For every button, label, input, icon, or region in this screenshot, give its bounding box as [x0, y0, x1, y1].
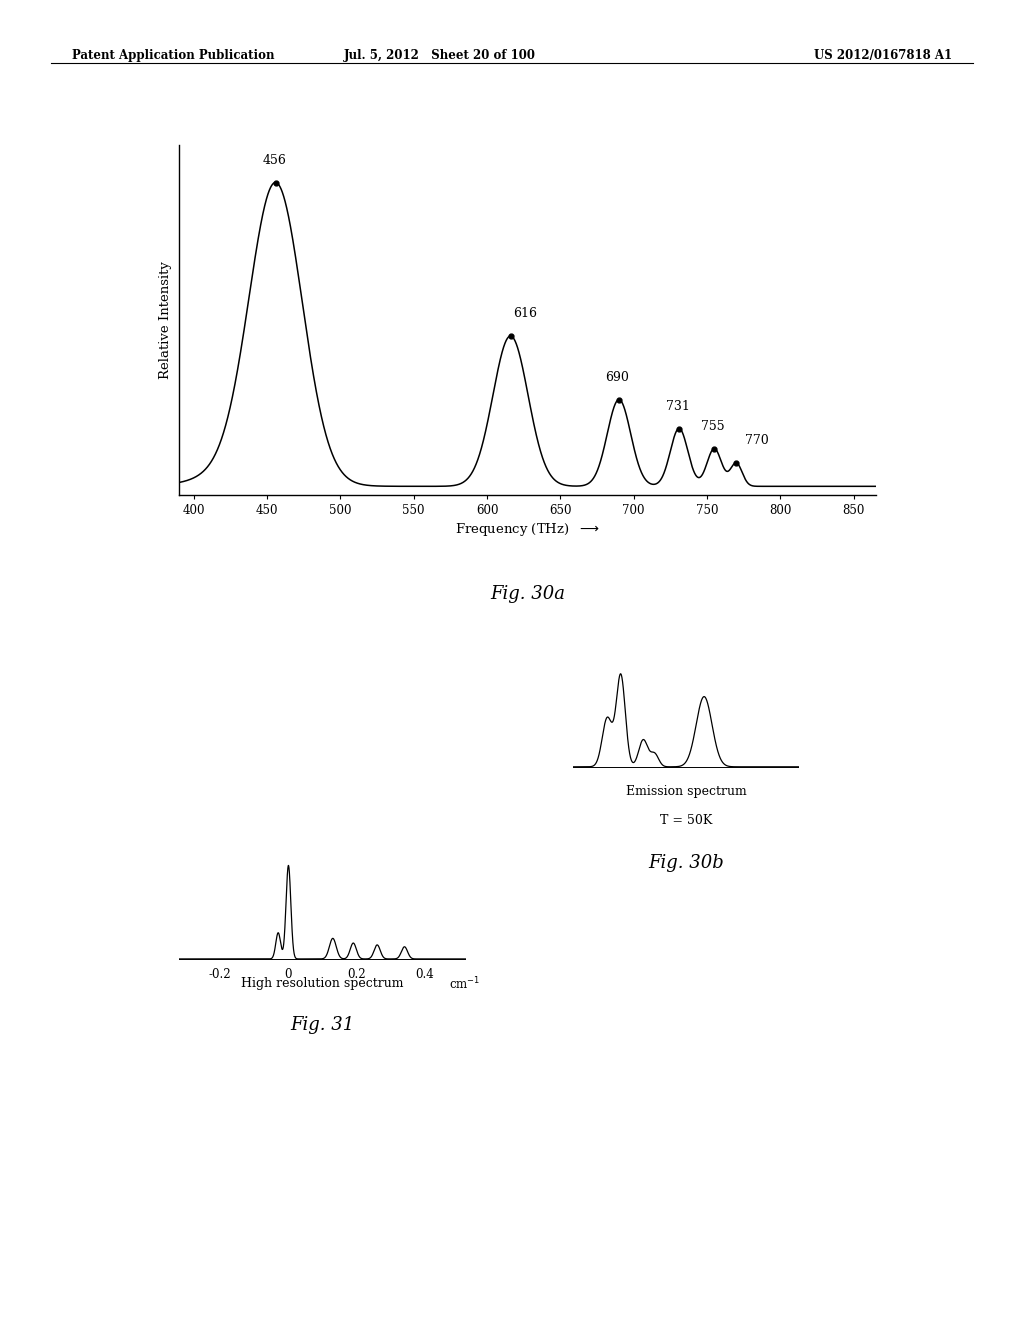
Text: 456: 456	[262, 153, 287, 166]
Text: 690: 690	[605, 371, 630, 384]
Y-axis label: Relative Intensity: Relative Intensity	[160, 261, 172, 379]
Text: 616: 616	[513, 308, 538, 319]
Text: 731: 731	[666, 400, 689, 413]
Text: Jul. 5, 2012   Sheet 20 of 100: Jul. 5, 2012 Sheet 20 of 100	[344, 49, 537, 62]
Text: US 2012/0167818 A1: US 2012/0167818 A1	[814, 49, 952, 62]
Text: 770: 770	[745, 434, 769, 447]
Text: 755: 755	[701, 420, 725, 433]
Text: Emission spectrum: Emission spectrum	[626, 785, 746, 799]
Text: Patent Application Publication: Patent Application Publication	[72, 49, 274, 62]
Text: Fig. 30b: Fig. 30b	[648, 854, 724, 873]
Text: Fig. 31: Fig. 31	[291, 1016, 354, 1035]
X-axis label: Frequency (THz)  $\longrightarrow$: Frequency (THz) $\longrightarrow$	[455, 521, 600, 539]
Text: Fig. 30a: Fig. 30a	[489, 585, 565, 603]
Text: T = 50K: T = 50K	[659, 814, 713, 828]
Text: High resolution spectrum: High resolution spectrum	[242, 977, 403, 990]
Text: cm$^{-1}$: cm$^{-1}$	[449, 975, 480, 993]
